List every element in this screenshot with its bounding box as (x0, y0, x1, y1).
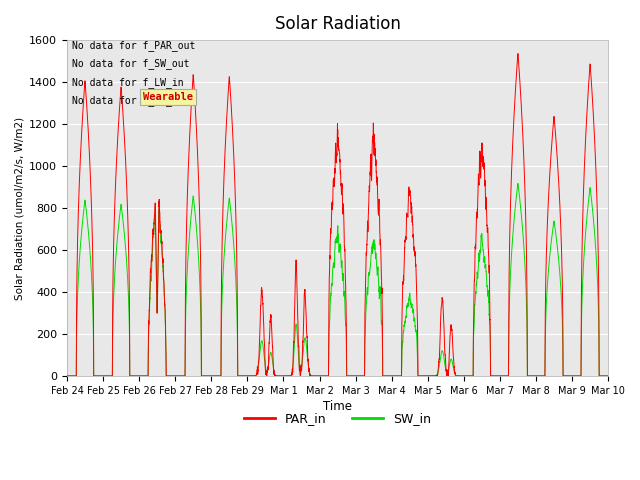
SW_in (604, 373, 612, 379)
PAR_in (317, 373, 325, 379)
Y-axis label: Solar Radiation (umol/m2/s, W/m2): Solar Radiation (umol/m2/s, W/m2) (15, 117, 25, 300)
PAR_in (161, 287, 168, 293)
PAR_in (604, 373, 612, 379)
Text: Wearable: Wearable (143, 92, 193, 102)
PAR_in (514, 51, 522, 57)
PAR_in (459, 373, 467, 379)
SW_in (459, 373, 467, 379)
X-axis label: Time: Time (323, 400, 352, 413)
Text: No data for f_SW_out: No data for f_SW_out (72, 59, 190, 70)
Text: No data for f_PAR_out: No data for f_PAR_out (72, 40, 196, 51)
SW_in (490, 373, 497, 379)
SW_in (514, 180, 522, 186)
SW_in (429, 373, 436, 379)
SW_in (161, 293, 168, 299)
Legend: PAR_in, SW_in: PAR_in, SW_in (239, 407, 436, 430)
Line: PAR_in: PAR_in (67, 54, 608, 376)
PAR_in (63, 373, 71, 379)
SW_in (63, 373, 71, 379)
Title: Solar Radiation: Solar Radiation (275, 15, 401, 33)
Text: No data for f_LW_in: No data for f_LW_in (72, 77, 184, 88)
PAR_in (490, 373, 497, 379)
Text: No data for f_LW_out: No data for f_LW_out (72, 96, 190, 107)
PAR_in (604, 373, 611, 379)
Line: SW_in: SW_in (67, 183, 608, 376)
PAR_in (429, 373, 436, 379)
SW_in (604, 373, 611, 379)
SW_in (317, 373, 325, 379)
